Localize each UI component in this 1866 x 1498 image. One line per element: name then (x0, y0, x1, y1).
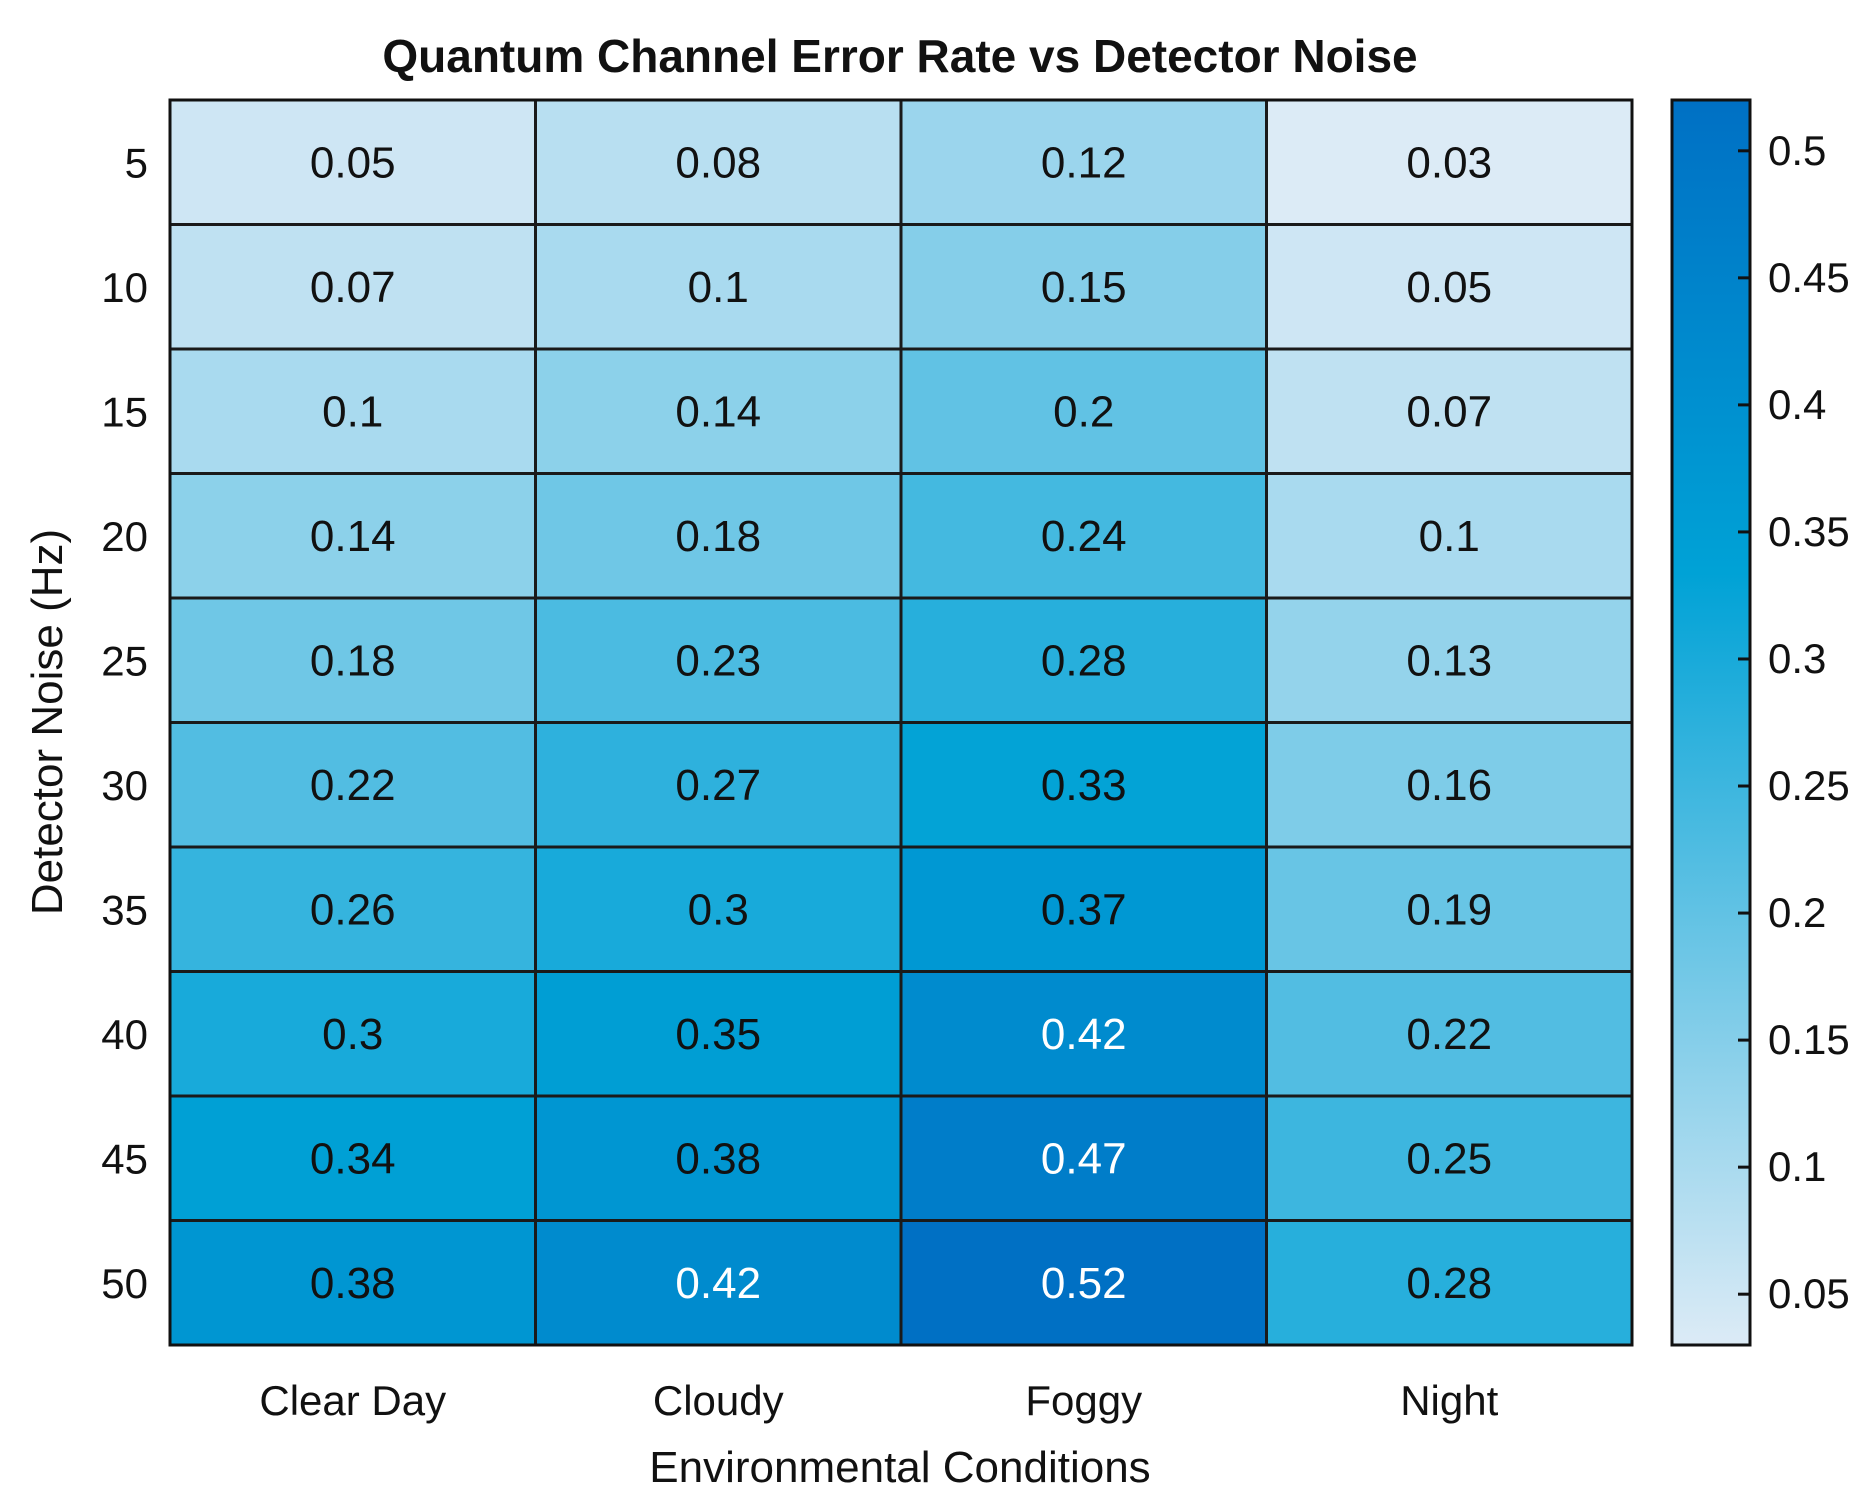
heatmap-cell (534, 596, 903, 724)
x-tick-label: Clear Day (259, 1377, 446, 1424)
cell-value-label: 0.14 (675, 387, 761, 436)
x-tick-label: Night (1400, 1377, 1498, 1424)
cell-value-label: 0.26 (310, 885, 396, 934)
heatmap-cell (1265, 1219, 1634, 1347)
colorbar-tick-label: 0.35 (1768, 508, 1850, 555)
cell-value-label: 0.25 (1406, 1134, 1492, 1183)
cell-value-label: 0.23 (675, 636, 761, 685)
chart-title: Quantum Channel Error Rate vs Detector N… (382, 30, 1417, 82)
y-axis-label: Detector Noise (Hz) (23, 529, 72, 915)
cell-value-label: 0.15 (1041, 263, 1127, 312)
colorbar-gradient (1670, 98, 1752, 1347)
heatmap-cell (1265, 472, 1634, 600)
cell-value-label: 0.34 (310, 1134, 396, 1183)
cell-value-label: 0.3 (322, 1010, 383, 1059)
cell-value-label: 0.12 (1041, 138, 1127, 187)
heatmap-cell (899, 845, 1268, 973)
colorbar-tick-label: 0.45 (1768, 254, 1850, 301)
heatmap-cell (168, 721, 537, 849)
heatmap-cell (899, 721, 1268, 849)
cell-value-label: 0.07 (310, 263, 396, 312)
cell-value-label: 0.13 (1406, 636, 1492, 685)
heatmap-cell (534, 98, 903, 226)
cell-value-label: 0.05 (1406, 263, 1492, 312)
cell-value-label: 0.19 (1406, 885, 1492, 934)
heatmap-cell (1265, 347, 1634, 475)
cell-value-label: 0.2 (1053, 387, 1114, 436)
y-tick-label: 50 (101, 1260, 148, 1307)
cell-value-label: 0.35 (675, 1010, 761, 1059)
cell-value-label: 0.1 (1419, 512, 1480, 561)
cell-value-label: 0.03 (1406, 138, 1492, 187)
x-axis-label: Environmental Conditions (649, 1443, 1150, 1492)
cell-value-label: 0.28 (1041, 636, 1127, 685)
cell-value-label: 0.18 (310, 636, 396, 685)
cell-value-label: 0.33 (1041, 761, 1127, 810)
colorbar-tick-label: 0.3 (1768, 635, 1826, 682)
cell-value-label: 0.37 (1041, 885, 1127, 934)
y-axis-ticks: 5 10 15 20 25 30 35 40 45 50 (101, 139, 148, 1307)
heatmap-cell (534, 721, 903, 849)
x-tick-label: Cloudy (653, 1377, 784, 1424)
heatmap-cell (534, 472, 903, 600)
heatmap-cell (899, 1219, 1268, 1347)
cell-value-label: 0.22 (1406, 1010, 1492, 1059)
heatmap-cell (534, 347, 903, 475)
cell-value-label: 0.05 (310, 138, 396, 187)
cell-value-label: 0.16 (1406, 761, 1492, 810)
colorbar: 0.05 0.1 0.15 0.2 0.25 0.3 0.35 0.4 0.45 0.5 (1670, 98, 1850, 1347)
heatmap-cell-labels: 0.05 0.08 0.12 0.03 0.07 0.1 0.15 0.05 0.1 0.14 0.… (310, 138, 1492, 1308)
heatmap-cell (1265, 845, 1634, 973)
colorbar-tick-label: 0.05 (1768, 1270, 1850, 1317)
cell-value-label: 0.14 (310, 512, 396, 561)
y-tick-label: 5 (125, 139, 148, 186)
heatmap-cell (1265, 596, 1634, 724)
heatmap-cell (1265, 1094, 1634, 1222)
colorbar-tick-label: 0.4 (1768, 381, 1826, 428)
cell-value-label: 0.52 (1041, 1259, 1127, 1308)
cell-value-label: 0.38 (675, 1134, 761, 1183)
heatmap-cell (168, 98, 537, 226)
cell-value-label: 0.47 (1041, 1134, 1127, 1183)
heatmap-cell (534, 223, 903, 351)
y-tick-label: 35 (101, 886, 148, 933)
cell-value-label: 0.42 (675, 1259, 761, 1308)
heatmap-cell (168, 970, 537, 1098)
x-axis-ticks: Clear Day Cloudy Foggy Night (259, 1377, 1498, 1424)
colorbar-tick-label: 0.25 (1768, 762, 1850, 809)
heatmap-cell (168, 845, 537, 973)
y-tick-label: 25 (101, 637, 148, 684)
x-tick-label: Foggy (1025, 1377, 1142, 1424)
cell-value-label: 0.27 (675, 761, 761, 810)
heatmap-cell (1265, 223, 1634, 351)
colorbar-ticks: 0.05 0.1 0.15 0.2 0.25 0.3 0.35 0.4 0.45 0.5 (1738, 127, 1850, 1317)
cell-value-label: 0.08 (675, 138, 761, 187)
cell-value-label: 0.28 (1406, 1259, 1492, 1308)
colorbar-tick-label: 0.1 (1768, 1143, 1826, 1190)
heatmap-cell (899, 970, 1268, 1098)
y-tick-label: 40 (101, 1011, 148, 1058)
cell-value-label: 0.24 (1041, 512, 1127, 561)
colorbar-tick-label: 0.5 (1768, 127, 1826, 174)
cell-value-label: 0.42 (1041, 1010, 1127, 1059)
cell-value-label: 0.38 (310, 1259, 396, 1308)
heatmap-cell (899, 596, 1268, 724)
cell-value-label: 0.22 (310, 761, 396, 810)
cell-value-label: 0.1 (688, 263, 749, 312)
y-tick-label: 15 (101, 388, 148, 435)
y-tick-label: 10 (101, 264, 148, 311)
cell-value-label: 0.1 (322, 387, 383, 436)
cell-value-label: 0.3 (688, 885, 749, 934)
cell-value-label: 0.07 (1406, 387, 1492, 436)
y-tick-label: 30 (101, 762, 148, 809)
cell-value-label: 0.18 (675, 512, 761, 561)
colorbar-tick-label: 0.15 (1768, 1016, 1850, 1063)
colorbar-tick-label: 0.2 (1768, 889, 1826, 936)
y-tick-label: 45 (101, 1135, 148, 1182)
y-tick-label: 20 (101, 513, 148, 560)
heatmap-cell (168, 1219, 537, 1347)
plot-frame (168, 98, 1634, 1347)
